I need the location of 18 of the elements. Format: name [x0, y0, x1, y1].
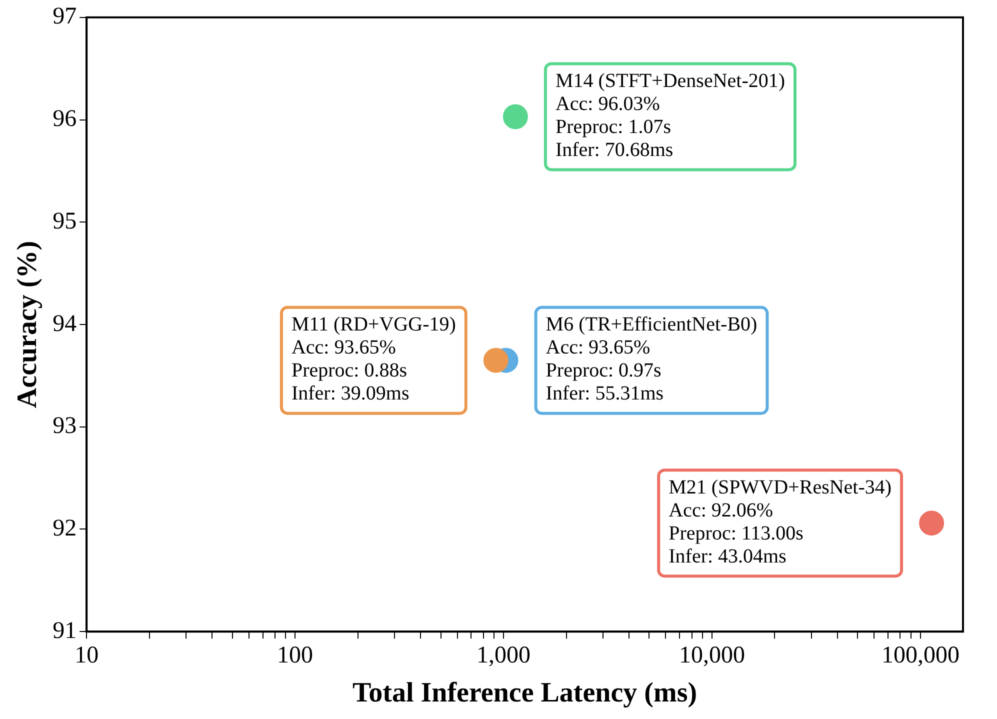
y-tick-label: 91: [52, 618, 77, 644]
x-tick-label: 10,000: [678, 642, 745, 668]
x-tick-label: 10: [74, 642, 99, 668]
x-tick-label: 100: [277, 642, 314, 668]
annotation: M21 (SPWVD+ResNet-34) Acc: 92.06% Preproc: 113.00s Infer: 43.04ms: [668, 476, 892, 568]
y-tick-label: 92: [52, 516, 77, 542]
y-tick-label: 93: [52, 413, 77, 440]
annotation: M6 (TR+EfficientNet-B0) Acc: 93.65% Preproc: 0.97s Infer: 55.31ms: [546, 314, 758, 405]
x-tick-label: 100,000: [881, 642, 960, 668]
x-tick-label: 1,000: [476, 642, 531, 668]
x-axis-title: Total Inference Latency (ms): [352, 677, 698, 708]
y-axis-title: Accuracy (%): [12, 240, 44, 408]
annotation: M14 (STFT+DenseNet-201) Acc: 96.03% Preproc: 1.07s Infer: 70.68ms: [555, 70, 786, 161]
y-tick-label: 95: [52, 208, 77, 234]
y-tick-label: 97: [52, 4, 77, 30]
y-tick-label: 96: [52, 106, 77, 132]
y-tick-label: 94: [52, 310, 77, 337]
annotation: M11 (RD+VGG-19) Acc: 93.65% Preproc: 0.88s Infer: 39.09ms: [291, 314, 456, 405]
